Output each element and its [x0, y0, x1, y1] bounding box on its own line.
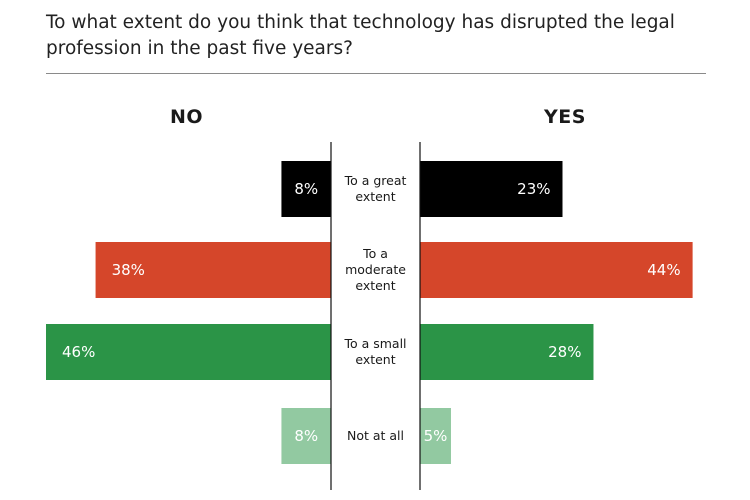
chart-title: To what extent do you think that technol… [46, 12, 675, 59]
no-value-label-2: 38% [112, 261, 145, 279]
category-label-4: Not at all [347, 428, 404, 443]
yes-bar-3 [420, 324, 594, 380]
category-label-3: To a small extent [343, 336, 406, 367]
no-side-heading: NO [170, 106, 204, 128]
yes-bar-2 [420, 242, 693, 298]
no-bar-1 [281, 161, 331, 217]
no-value-label-1: 8% [294, 180, 318, 198]
title-divider [46, 73, 706, 74]
no-bar-2 [95, 242, 331, 298]
no-value-label-4: 8% [294, 427, 318, 445]
yes-value-label-1: 23% [517, 180, 550, 198]
yes-bar-1 [420, 161, 563, 217]
category-label-2: To a moderate extent [345, 246, 406, 293]
yes-bar-4 [420, 408, 451, 464]
no-bar-3 [46, 324, 331, 380]
yes-value-label-2: 44% [647, 261, 680, 279]
no-value-label-3: 46% [62, 343, 95, 361]
category-label-1: To a great extent [344, 173, 407, 204]
no-bar-4 [281, 408, 331, 464]
yes-value-label-3: 28% [548, 343, 581, 361]
yes-value-label-4: 5% [424, 427, 448, 445]
yes-side-heading: YES [544, 106, 586, 128]
